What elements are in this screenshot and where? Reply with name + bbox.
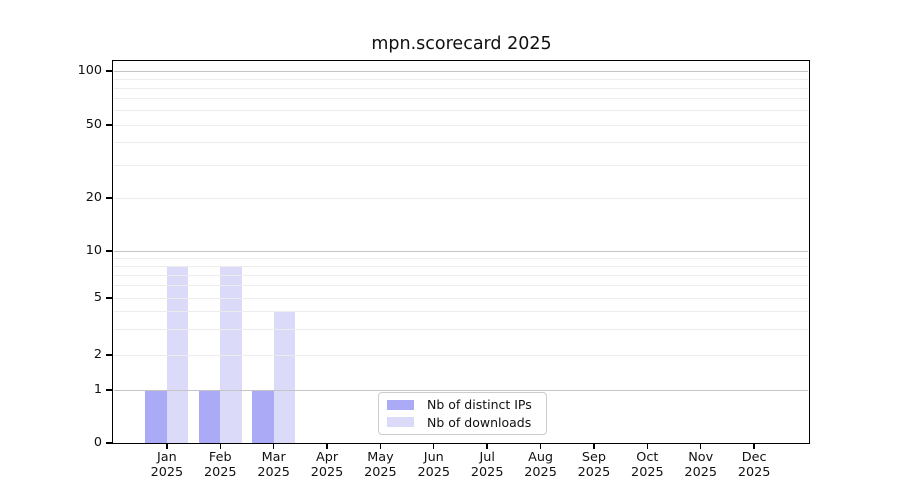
major-gridline-100 xyxy=(114,70,808,72)
major-gridline-1 xyxy=(114,389,808,391)
minor-gridline-2 xyxy=(114,354,808,356)
x-tick-label-may: May 2025 xyxy=(348,450,412,480)
x-tick-label-nov: Nov 2025 xyxy=(669,450,733,480)
minor-gridline-5 xyxy=(114,297,808,299)
y-tick-label-10: 10 xyxy=(85,243,102,258)
minor-gridline-30 xyxy=(114,165,808,167)
x-tick-mark-jan xyxy=(166,443,168,449)
x-tick-year-may: 2025 xyxy=(364,464,397,480)
x-tick-year-aug: 2025 xyxy=(524,464,557,480)
y-tick-mark-20 xyxy=(106,197,113,199)
y-tick-mark-0 xyxy=(106,442,113,444)
y-tick-mark-5 xyxy=(106,297,113,299)
minor-gridline-7 xyxy=(114,274,808,276)
minor-gridline-90 xyxy=(114,78,808,80)
bar-distinct-ips-feb xyxy=(198,390,221,443)
x-tick-year-jan: 2025 xyxy=(150,464,184,480)
x-tick-label-oct: Oct 2025 xyxy=(615,450,679,480)
y-tick-label-2: 2 xyxy=(93,347,102,362)
major-gridline-10 xyxy=(114,250,808,252)
x-tick-label-mar: Mar 2025 xyxy=(242,450,306,480)
x-tick-year-dec: 2025 xyxy=(737,464,771,480)
legend-swatch-distinct-ips xyxy=(387,399,414,410)
legend-swatch-downloads xyxy=(387,417,414,428)
bar-distinct-ips-mar xyxy=(252,390,274,443)
minor-gridline-80 xyxy=(114,87,808,89)
minor-gridline-50 xyxy=(114,124,808,126)
x-tick-year-nov: 2025 xyxy=(684,464,717,480)
minor-gridline-4 xyxy=(114,311,808,313)
y-tick-label-100: 100 xyxy=(77,63,102,78)
minor-gridline-9 xyxy=(114,257,808,259)
x-tick-mark-sep xyxy=(593,443,595,449)
x-tick-mark-nov xyxy=(700,443,702,449)
x-tick-mark-jul xyxy=(486,443,488,449)
x-tick-mark-apr xyxy=(326,443,328,449)
y-tick-mark-2 xyxy=(106,354,113,356)
x-tick-mark-aug xyxy=(539,443,542,449)
x-tick-mark-may xyxy=(379,443,382,449)
x-tick-year-mar: 2025 xyxy=(257,464,290,480)
minor-gridline-20 xyxy=(114,197,808,199)
x-tick-mark-oct xyxy=(646,443,649,449)
x-tick-label-aug: Aug 2025 xyxy=(509,450,573,480)
minor-gridline-70 xyxy=(114,98,808,100)
y-tick-mark-10 xyxy=(106,250,113,252)
plot-area-border xyxy=(112,60,810,444)
legend-item-distinct-ips: Nb of distinct IPs xyxy=(387,397,538,412)
chart-title: mpn.scorecard 2025 xyxy=(371,34,552,54)
minor-gridline-40 xyxy=(114,142,808,144)
x-tick-label-jan: Jan 2025 xyxy=(135,450,199,480)
y-tick-label-20: 20 xyxy=(85,190,102,205)
minor-gridline-8 xyxy=(114,265,808,267)
x-tick-label-apr: Apr 2025 xyxy=(295,450,359,480)
legend-label-downloads: Nb of downloads xyxy=(427,414,532,430)
y-tick-mark-1 xyxy=(106,389,113,391)
x-tick-mark-feb xyxy=(219,443,221,449)
y-tick-mark-50 xyxy=(106,124,113,126)
x-tick-year-sep: 2025 xyxy=(577,464,611,480)
legend-label-distinct-ips: Nb of distinct IPs xyxy=(427,397,532,413)
x-tick-label-sep: Sep 2025 xyxy=(562,450,626,480)
bar-downloads-mar xyxy=(273,311,296,443)
bar-distinct-ips-jan xyxy=(145,390,167,443)
minor-gridline-60 xyxy=(114,110,808,112)
x-tick-mark-jun xyxy=(433,443,435,449)
y-tick-label-0: 0 xyxy=(93,435,102,450)
minor-gridline-3 xyxy=(114,329,808,331)
x-tick-year-jun: 2025 xyxy=(417,464,451,480)
y-tick-label-50: 50 xyxy=(85,117,102,132)
x-tick-label-jun: Jun 2025 xyxy=(402,450,466,480)
x-tick-label-jul: Jul 2025 xyxy=(455,450,519,480)
y-tick-mark-100 xyxy=(106,70,113,72)
x-tick-label-feb: Feb 2025 xyxy=(188,450,252,480)
minor-gridline-6 xyxy=(114,285,808,287)
y-tick-label-1: 1 xyxy=(93,382,102,397)
x-tick-year-jul: 2025 xyxy=(470,464,504,480)
legend-item-downloads: Nb of downloads xyxy=(387,415,538,430)
x-tick-year-feb: 2025 xyxy=(203,464,237,480)
x-tick-year-apr: 2025 xyxy=(310,464,344,480)
y-tick-label-5: 5 xyxy=(93,290,102,305)
legend: Nb of distinct IPs Nb of downloads xyxy=(378,392,547,435)
x-tick-mark-dec xyxy=(753,443,755,449)
x-tick-year-oct: 2025 xyxy=(631,464,664,480)
x-tick-mark-mar xyxy=(272,443,275,449)
x-tick-label-dec: Dec 2025 xyxy=(722,450,786,480)
